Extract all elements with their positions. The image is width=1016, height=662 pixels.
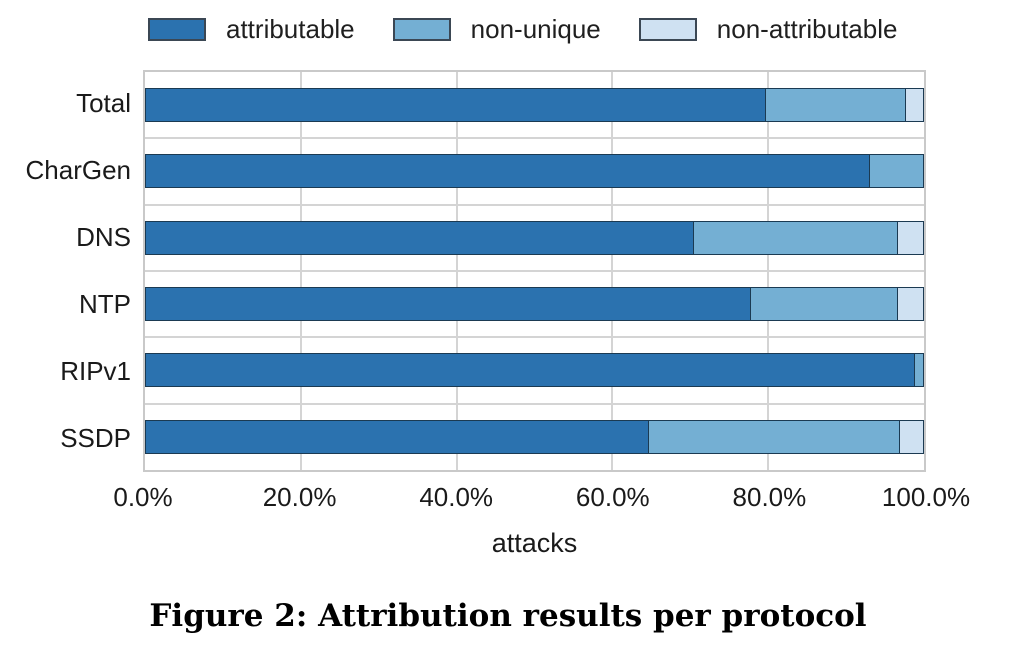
- figure-caption: Figure 2: Attribution results per protoc…: [149, 598, 867, 634]
- bar-row-ripv1: [145, 337, 924, 403]
- x-axis-ticks: 0.0% 20.0% 40.0% 60.0% 80.0% 100.0%: [113, 482, 970, 516]
- stacked-bar: [145, 353, 924, 388]
- bar-segment-non-attributable: [899, 419, 924, 454]
- legend-label: non-unique: [470, 14, 601, 44]
- horizontal-gridline: [145, 137, 924, 140]
- y-tick-label: RIPv1: [60, 356, 131, 386]
- bar-segment-non-unique: [749, 287, 897, 322]
- plot-area: [143, 70, 926, 472]
- bar-row-ssdp: [145, 404, 924, 470]
- x-tick-label: 0.0%: [113, 482, 173, 512]
- legend-swatch-non-attributable-icon: [638, 18, 697, 41]
- bar-segment-attributable: [145, 353, 914, 388]
- bar-segment-attributable: [145, 220, 693, 255]
- legend-item-attributable: attributable: [148, 14, 355, 45]
- x-tick-label: 60.0%: [575, 482, 650, 512]
- y-tick-label: SSDP: [60, 423, 131, 453]
- stacked-bar: [145, 154, 924, 189]
- legend-item-non-unique: non-unique: [392, 14, 601, 45]
- legend-swatch-attributable-icon: [148, 18, 206, 41]
- bar-segment-non-unique: [765, 88, 905, 123]
- x-tick-label: 100.0%: [881, 482, 971, 512]
- bar-segment-attributable: [145, 419, 649, 454]
- bar-segment-non-unique: [692, 220, 897, 255]
- bar-segment-attributable: [145, 88, 766, 123]
- chart-legend: attributable non-unique non-attributable: [148, 14, 897, 45]
- horizontal-gridline: [145, 402, 924, 405]
- bar-segment-non-unique: [648, 419, 900, 454]
- horizontal-gridline: [145, 203, 924, 206]
- legend-label: non-attributable: [716, 14, 898, 44]
- bar-segment-attributable: [145, 154, 869, 189]
- y-tick-label: NTP: [79, 289, 131, 319]
- stacked-bar: [145, 287, 924, 322]
- y-tick-label: Total: [76, 88, 131, 118]
- bar-row-chargen: [145, 138, 924, 204]
- legend-swatch-non-unique-icon: [392, 18, 451, 41]
- legend-item-non-attributable: non-attributable: [638, 14, 898, 45]
- bar-row-total: [145, 72, 924, 138]
- bar-segment-non-attributable: [896, 220, 924, 255]
- stacked-bar: [145, 220, 924, 255]
- bar-segment-non-attributable: [904, 88, 924, 123]
- stacked-bar: [145, 419, 924, 454]
- bar-segment-attributable: [145, 287, 750, 322]
- bar-segment-non-attributable: [896, 287, 924, 322]
- x-tick-label: 80.0%: [732, 482, 807, 512]
- x-tick-label: 40.0%: [419, 482, 494, 512]
- bar-segment-non-unique: [868, 154, 924, 189]
- y-tick-label: DNS: [76, 222, 131, 252]
- y-tick-label: CharGen: [25, 155, 132, 185]
- y-axis-labels: Total CharGen DNS NTP RIPv1 SSDP: [0, 70, 132, 472]
- x-tick-label: 20.0%: [262, 482, 337, 512]
- legend-label: attributable: [226, 14, 355, 44]
- bar-row-ntp: [145, 271, 924, 337]
- x-axis-title: attacks: [491, 528, 578, 558]
- plot-rows: [145, 72, 924, 470]
- bar-segment-non-unique: [913, 353, 924, 388]
- horizontal-gridline: [145, 270, 924, 272]
- bar-row-dns: [145, 205, 924, 271]
- stacked-bar: [145, 88, 924, 123]
- horizontal-gridline: [145, 336, 924, 339]
